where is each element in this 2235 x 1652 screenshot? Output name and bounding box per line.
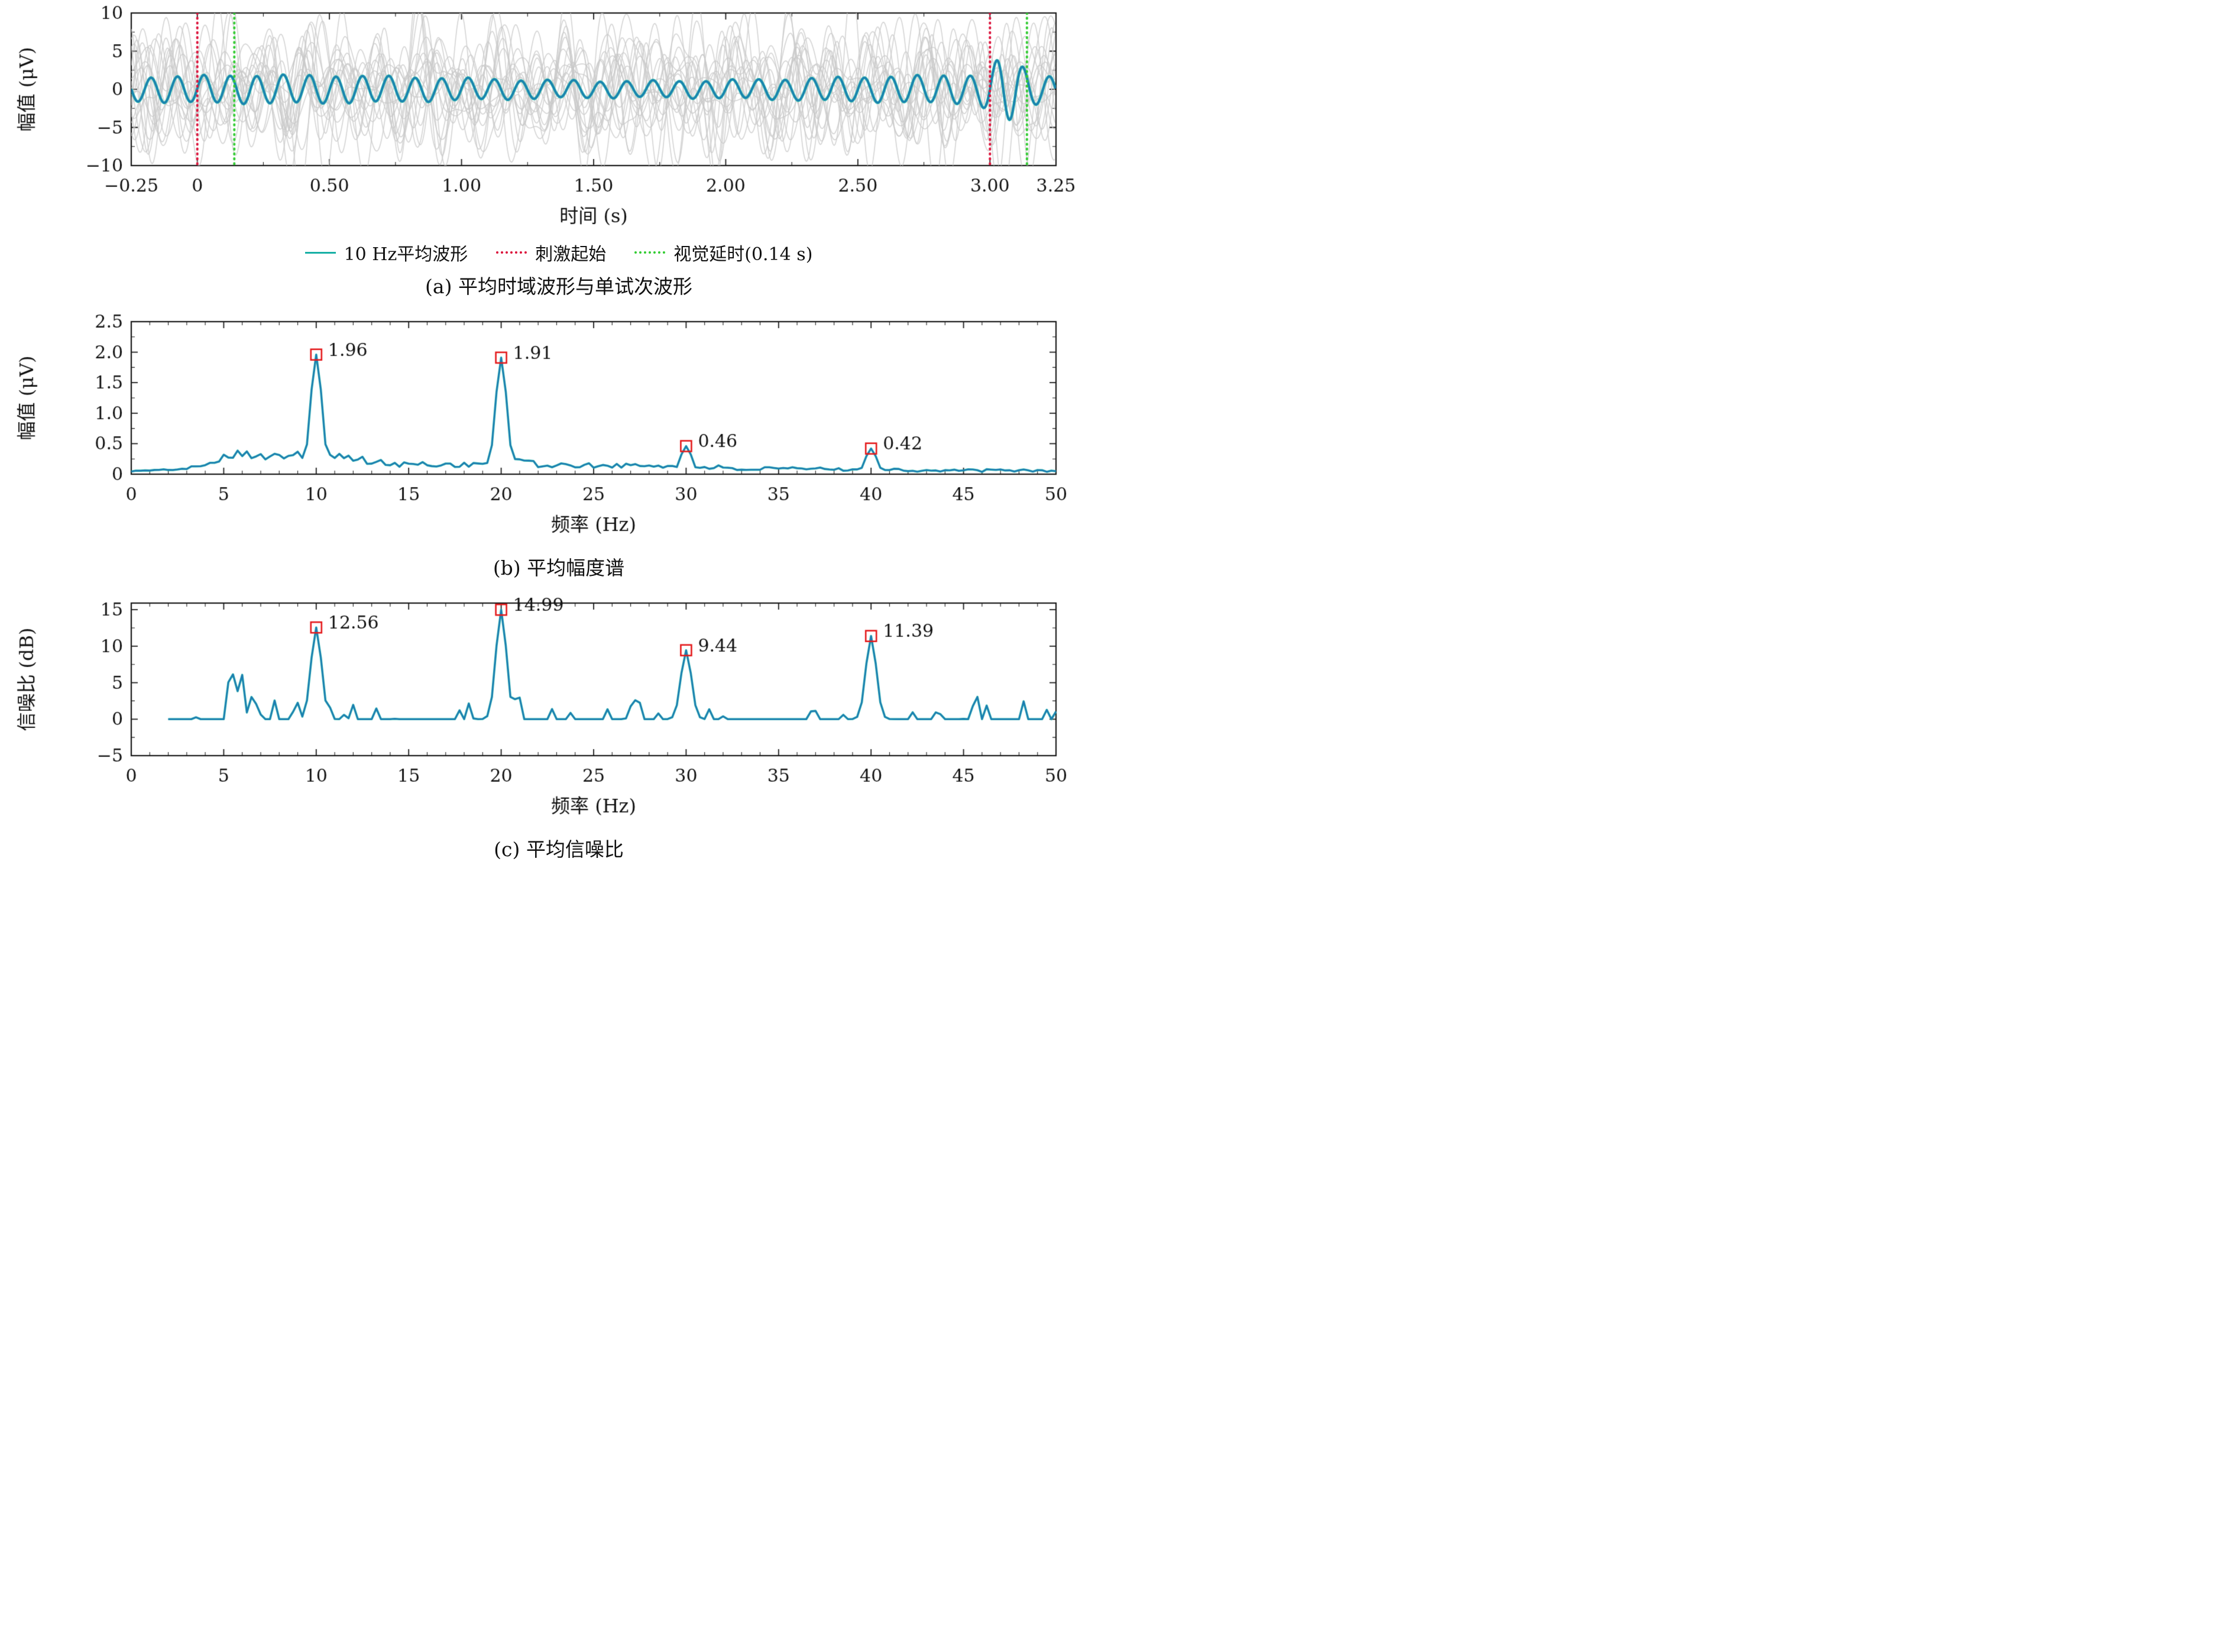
snr-chart: (c) 平均信噪比: [0, 595, 1118, 862]
legend-label-visual-delay: 视觉延时(0.14 s): [673, 244, 813, 265]
amplitude-spectrum-chart: (b) 平均幅度谱: [0, 313, 1118, 581]
caption-a: (a) 平均时域波形与单试次波形: [425, 275, 692, 298]
legend-item-stimulus-onset: 刺激起始: [496, 239, 606, 265]
legend-swatch-visual-delay: [634, 251, 666, 254]
figure-root: 10 Hz平均波形 刺激起始 视觉延时(0.14 s) (a) 平均时域波形与单…: [0, 0, 1118, 872]
legend-swatch-average-waveform: [305, 251, 336, 254]
time-waveform-chart: 10 Hz平均波形 刺激起始 视觉延时(0.14 s) (a) 平均时域波形与单…: [0, 5, 1118, 299]
legend-label-stimulus-onset: 刺激起始: [535, 244, 607, 265]
legend-item-visual-delay: 视觉延时(0.14 s): [634, 239, 812, 265]
caption-b: (b) 平均幅度谱: [493, 556, 625, 579]
snr-canvas: [0, 595, 1118, 829]
time-waveform-canvas: [0, 5, 1118, 239]
legend-swatch-stimulus-onset: [496, 251, 527, 254]
legend-label-average-waveform: 10 Hz平均波形: [344, 244, 468, 265]
amplitude-spectrum-canvas: [0, 313, 1118, 548]
caption-c: (c) 平均信噪比: [494, 838, 624, 861]
legend-item-average-waveform: 10 Hz平均波形: [305, 239, 468, 265]
legend: 10 Hz平均波形 刺激起始 视觉延时(0.14 s): [0, 239, 1118, 266]
